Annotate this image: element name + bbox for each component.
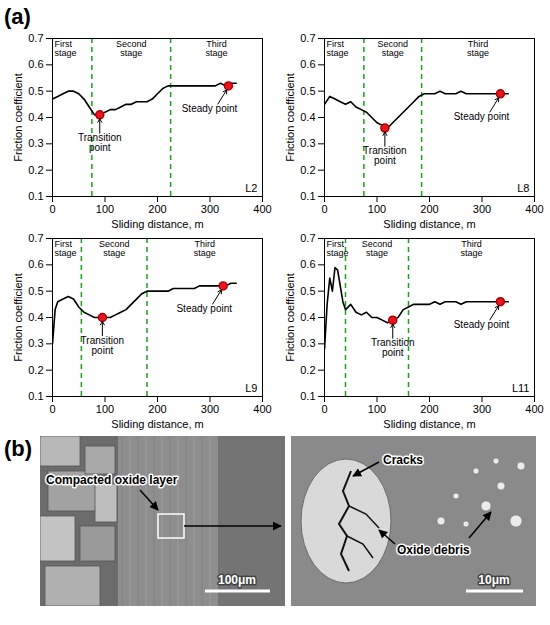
svg-text:L11: L11 bbox=[512, 382, 530, 394]
svg-text:Transitionpoint: Transitionpoint bbox=[363, 145, 407, 166]
svg-text:0.5: 0.5 bbox=[28, 285, 43, 297]
svg-text:0.4: 0.4 bbox=[28, 111, 43, 123]
svg-text:0.5: 0.5 bbox=[300, 285, 315, 297]
svg-text:100μm: 100μm bbox=[218, 573, 256, 587]
svg-text:0.4: 0.4 bbox=[28, 311, 43, 323]
svg-text:Transitionpoint: Transitionpoint bbox=[78, 132, 122, 153]
svg-text:Firststage: Firststage bbox=[327, 39, 349, 58]
svg-text:Friction coefficient: Friction coefficient bbox=[12, 273, 24, 361]
svg-text:Steady point: Steady point bbox=[454, 319, 510, 330]
svg-text:Thirdstage: Thirdstage bbox=[206, 39, 228, 58]
svg-text:10μm: 10μm bbox=[478, 573, 509, 587]
svg-text:0.1: 0.1 bbox=[300, 390, 315, 402]
svg-text:0: 0 bbox=[321, 403, 327, 415]
svg-text:Thirdstage: Thirdstage bbox=[467, 39, 489, 58]
svg-text:Steady point: Steady point bbox=[182, 103, 238, 114]
svg-text:200: 200 bbox=[420, 403, 438, 415]
svg-text:0.2: 0.2 bbox=[28, 364, 43, 376]
svg-text:0.6: 0.6 bbox=[28, 258, 43, 270]
svg-text:Cracks: Cracks bbox=[383, 453, 423, 467]
svg-text:400: 400 bbox=[253, 203, 271, 215]
svg-text:0.7: 0.7 bbox=[28, 32, 43, 44]
svg-text:Thirdstage: Thirdstage bbox=[460, 239, 482, 258]
svg-text:300: 300 bbox=[201, 203, 219, 215]
svg-text:200: 200 bbox=[148, 403, 166, 415]
svg-text:Oxide debris: Oxide debris bbox=[397, 543, 470, 557]
svg-text:100: 100 bbox=[368, 403, 386, 415]
svg-text:0.4: 0.4 bbox=[300, 311, 315, 323]
svg-text:Secondstage: Secondstage bbox=[99, 239, 130, 258]
svg-text:0.6: 0.6 bbox=[300, 58, 315, 70]
svg-text:0.2: 0.2 bbox=[300, 364, 315, 376]
svg-text:Compacted oxide layer: Compacted oxide layer bbox=[46, 473, 178, 487]
svg-text:0.4: 0.4 bbox=[300, 111, 315, 123]
svg-text:0.6: 0.6 bbox=[300, 258, 315, 270]
svg-text:0.3: 0.3 bbox=[28, 337, 43, 349]
svg-text:0.7: 0.7 bbox=[300, 32, 315, 44]
svg-text:400: 400 bbox=[525, 203, 543, 215]
svg-text:L2: L2 bbox=[245, 182, 257, 194]
svg-text:0.1: 0.1 bbox=[28, 390, 43, 402]
html-text:(b): (b) bbox=[4, 436, 33, 461]
svg-text:L8: L8 bbox=[517, 182, 529, 194]
svg-text:Firststage: Firststage bbox=[55, 239, 77, 258]
svg-text:Thirdstage: Thirdstage bbox=[194, 239, 216, 258]
svg-text:100: 100 bbox=[368, 203, 386, 215]
svg-text:Sliding distance, m: Sliding distance, m bbox=[111, 218, 203, 230]
svg-text:0.1: 0.1 bbox=[300, 190, 315, 202]
svg-text:0.6: 0.6 bbox=[28, 58, 43, 70]
svg-text:0.2: 0.2 bbox=[300, 164, 315, 176]
svg-text:0.7: 0.7 bbox=[300, 232, 315, 244]
svg-text:Friction coefficient: Friction coefficient bbox=[284, 273, 296, 361]
svg-text:Sliding distance, m: Sliding distance, m bbox=[383, 218, 475, 230]
svg-text:Friction coefficient: Friction coefficient bbox=[12, 73, 24, 161]
html-text:(a): (a) bbox=[4, 4, 31, 29]
svg-text:Friction coefficient: Friction coefficient bbox=[284, 73, 296, 161]
svg-text:200: 200 bbox=[148, 203, 166, 215]
svg-text:0: 0 bbox=[49, 203, 55, 215]
svg-text:Sliding distance, m: Sliding distance, m bbox=[111, 418, 203, 430]
svg-text:200: 200 bbox=[420, 203, 438, 215]
svg-text:Steady point: Steady point bbox=[454, 111, 510, 122]
svg-text:0.1: 0.1 bbox=[28, 190, 43, 202]
svg-text:Steady point: Steady point bbox=[176, 303, 232, 314]
svg-text:Transitionpoint: Transitionpoint bbox=[371, 337, 415, 358]
svg-text:0: 0 bbox=[321, 203, 327, 215]
svg-text:300: 300 bbox=[201, 403, 219, 415]
svg-text:0.7: 0.7 bbox=[28, 232, 43, 244]
svg-text:300: 300 bbox=[473, 403, 491, 415]
svg-text:0: 0 bbox=[49, 403, 55, 415]
svg-text:Secondstage: Secondstage bbox=[116, 39, 147, 58]
svg-text:0.5: 0.5 bbox=[300, 85, 315, 97]
svg-text:400: 400 bbox=[525, 403, 543, 415]
svg-text:100: 100 bbox=[96, 403, 114, 415]
svg-text:L9: L9 bbox=[245, 382, 257, 394]
svg-text:Transitionpoint: Transitionpoint bbox=[81, 335, 125, 356]
svg-text:0.3: 0.3 bbox=[28, 137, 43, 149]
svg-text:400: 400 bbox=[253, 403, 271, 415]
svg-text:0.3: 0.3 bbox=[300, 137, 315, 149]
svg-text:300: 300 bbox=[473, 203, 491, 215]
svg-text:100: 100 bbox=[96, 203, 114, 215]
svg-text:0.3: 0.3 bbox=[300, 337, 315, 349]
svg-text:Sliding distance, m: Sliding distance, m bbox=[383, 418, 475, 430]
svg-text:Firststage: Firststage bbox=[55, 39, 77, 58]
svg-text:0.2: 0.2 bbox=[28, 164, 43, 176]
svg-text:Secondstage: Secondstage bbox=[362, 239, 393, 258]
svg-text:Secondstage: Secondstage bbox=[377, 39, 408, 58]
svg-text:Firststage: Firststage bbox=[327, 239, 349, 258]
svg-text:0.5: 0.5 bbox=[28, 85, 43, 97]
